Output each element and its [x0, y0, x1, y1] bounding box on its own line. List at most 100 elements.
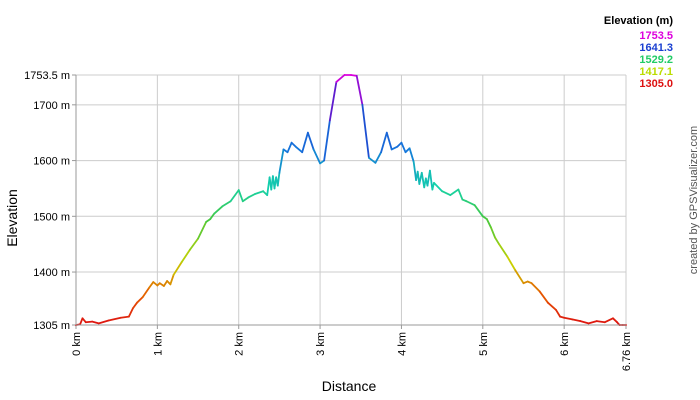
elevation-segment: [603, 317, 614, 324]
elevation-segment: [400, 141, 407, 154]
elevation-segment: [514, 269, 525, 285]
legend-entry: 1529.2: [639, 54, 673, 66]
x-tick-label: 3 km: [315, 332, 327, 356]
elevation-segment: [555, 309, 561, 318]
legend-title: Elevation (m): [604, 15, 673, 27]
elevation-segment: [229, 189, 240, 203]
elevation-segment: [79, 317, 84, 326]
elevation-segment: [494, 236, 500, 246]
elevation-segment: [335, 74, 346, 83]
elevation-segment: [612, 317, 618, 324]
elevation-segment: [132, 301, 138, 310]
elevation-segment: [290, 141, 297, 148]
elevation-segment: [189, 237, 199, 251]
legend: Elevation (m) 1753.51641.31529.21417.113…: [604, 15, 673, 90]
legend-entry: 1641.3: [639, 42, 673, 54]
elevation-segment: [306, 131, 315, 151]
elevation-segment: [221, 200, 232, 208]
x-axis-title: Distance: [322, 378, 377, 394]
elevation-segment: [213, 205, 224, 215]
elevation-segment: [107, 316, 122, 322]
elevation-segment: [441, 190, 452, 197]
y-tick-label: 1600 m: [33, 156, 70, 168]
y-axis-title: Elevation: [4, 189, 20, 247]
elevation-segment: [312, 148, 321, 165]
elevation-segment: [328, 81, 338, 122]
elevation-segment: [538, 290, 549, 304]
y-tick-label: 1700 m: [33, 100, 70, 112]
elevation-segment: [361, 103, 370, 159]
elevation-segment: [91, 320, 100, 325]
elevation-segment: [294, 145, 304, 154]
elevation-segment: [209, 212, 216, 220]
elevation-segment: [579, 320, 590, 325]
credit-text: created by GPSVisualizer.com: [688, 126, 700, 274]
x-tick-label: 6.76 km: [621, 332, 633, 371]
elevation-segment: [169, 273, 175, 286]
elevation-segment: [136, 296, 144, 304]
elevation-segment: [197, 220, 208, 240]
elevation-segment: [237, 189, 244, 203]
elevation-segment: [247, 193, 256, 199]
elevation-segment: [433, 181, 444, 193]
x-tick-labels: 0 km 1 km 2 km 3 km 4 km 5 km 6 km 6.76 km: [71, 332, 633, 371]
elevation-segment: [587, 320, 598, 325]
x-tick-label: 1 km: [152, 332, 164, 356]
y-tick-label: 1500 m: [33, 211, 70, 223]
elevation-segment: [490, 226, 496, 239]
elevation-segment: [84, 320, 94, 324]
elevation-segment: [465, 200, 476, 207]
x-tick-label: 4 km: [396, 332, 408, 356]
x-tick-label: 2 km: [234, 332, 246, 356]
elevation-segment: [241, 196, 250, 203]
elevation-segment: [385, 131, 393, 151]
elevation-segment: [119, 315, 130, 319]
elevation-segment: [367, 156, 377, 164]
elevation-segment: [286, 141, 293, 154]
elevation-segment: [449, 188, 460, 197]
elevation-segment: [380, 131, 388, 154]
elevation-segment: [276, 171, 281, 187]
elevation-segment: [254, 190, 265, 195]
legend-entry: 1417.1: [639, 66, 673, 78]
y-tick-label: 1400 m: [33, 267, 70, 279]
plot-background: [76, 75, 626, 325]
elevation-line: [75, 74, 627, 326]
plot-area: [72, 74, 627, 329]
elevation-segment: [408, 147, 415, 163]
y-tick-labels: 1305 m 1400 m 1500 m 1600 m 1700 m 1753.5 m: [24, 70, 70, 332]
elevation-segment: [546, 301, 557, 311]
elevation-segment: [595, 320, 606, 324]
y-tick-label: 1753.5 m: [24, 70, 70, 82]
x-tick-label: 5 km: [478, 332, 490, 356]
elevation-segment: [571, 318, 582, 323]
elevation-segment: [374, 151, 383, 164]
elevation-segment: [141, 286, 151, 299]
elevation-segment: [390, 145, 399, 151]
elevation-segment: [485, 218, 492, 229]
elevation-segment: [97, 319, 110, 325]
elevation-segment: [530, 282, 541, 293]
elevation-segment: [431, 181, 435, 191]
elevation-segment: [412, 160, 417, 181]
elevation-segment: [323, 119, 331, 162]
elevation-segment: [180, 248, 191, 263]
elevation-segment: [301, 131, 309, 154]
elevation-segment: [498, 243, 509, 258]
legend-entry: 1753.5: [639, 30, 673, 42]
elevation-segment: [127, 307, 134, 318]
y-tick-label: 1305 m: [33, 320, 70, 332]
legend-entry: 1305.0: [639, 78, 673, 90]
elevation-segment: [457, 188, 464, 201]
elevation-segment: [355, 74, 364, 106]
elevation-segment: [563, 316, 574, 321]
x-tick-label: 0 km: [71, 332, 83, 356]
elevation-segment: [473, 204, 484, 218]
x-tick-label: 6 km: [559, 332, 571, 356]
elevation-segment: [162, 280, 169, 287]
elevation-segment: [278, 148, 285, 174]
elevation-segment: [172, 261, 183, 276]
elevation-segment: [350, 74, 358, 77]
elevation-segment: [506, 255, 517, 272]
